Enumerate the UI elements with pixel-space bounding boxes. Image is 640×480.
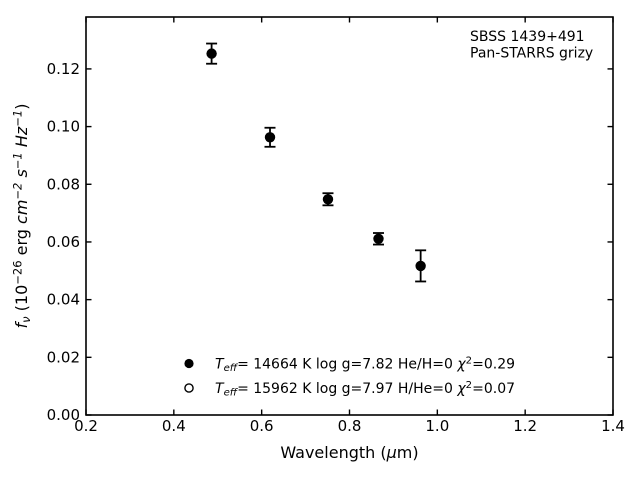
legend-open-circle-icon [184, 383, 194, 393]
data-point-g [206, 42, 218, 65]
y-tick-label: 0.02 [47, 348, 80, 366]
x-tick-label: 0.2 [74, 417, 98, 435]
y-axis-label: fν (10−26 erg cm−2 s−1 Hz−1) [11, 104, 33, 329]
legend-entry-2: Teff= 15962 K log g=7.97 H/He=0 χ2=0.07 [184, 380, 515, 399]
marker-filled-circle [322, 194, 334, 205]
y-tick-label: 0.08 [47, 175, 80, 193]
data-point-y [415, 249, 427, 283]
y-tick-label: 0.04 [47, 291, 80, 309]
y-tick-label: 0.12 [47, 60, 80, 78]
marker-filled-circle [415, 260, 426, 272]
x-tick-label: 0.4 [162, 417, 186, 435]
y-tick-label: 0.06 [47, 233, 80, 251]
x-axis-label: Wavelength (μm) [280, 443, 418, 462]
annotation-survey-name: Pan-STARRS grizy [470, 46, 593, 62]
data-point-z [372, 232, 384, 246]
x-tick-label: 1.0 [425, 417, 449, 435]
x-tick-label: 1.2 [513, 417, 537, 435]
marker-filled-circle [373, 233, 384, 244]
annotation-target-name: SBSS 1439+491 [470, 29, 585, 45]
data-point-r [264, 126, 276, 148]
x-tick-label: 1.4 [601, 417, 625, 435]
legend-entry-label: Teff= 14664 K log g=7.82 He/H=0 χ2=0.29 [215, 356, 515, 374]
y-tick-label: 0.00 [47, 406, 80, 424]
x-tick-label: 0.8 [338, 417, 362, 435]
data-point-i [322, 192, 334, 207]
marker-filled-circle [264, 132, 276, 143]
legend-filled-circle-icon [184, 358, 194, 369]
legend-entry-1: Teff= 14664 K log g=7.82 He/H=0 χ2=0.29 [184, 356, 515, 374]
legend-entry-label: Teff= 15962 K log g=7.97 H/He=0 χ2=0.07 [215, 380, 515, 398]
marker-filled-circle [206, 48, 217, 59]
x-tick-label: 0.6 [250, 417, 274, 435]
y-tick-label: 0.10 [47, 118, 80, 136]
